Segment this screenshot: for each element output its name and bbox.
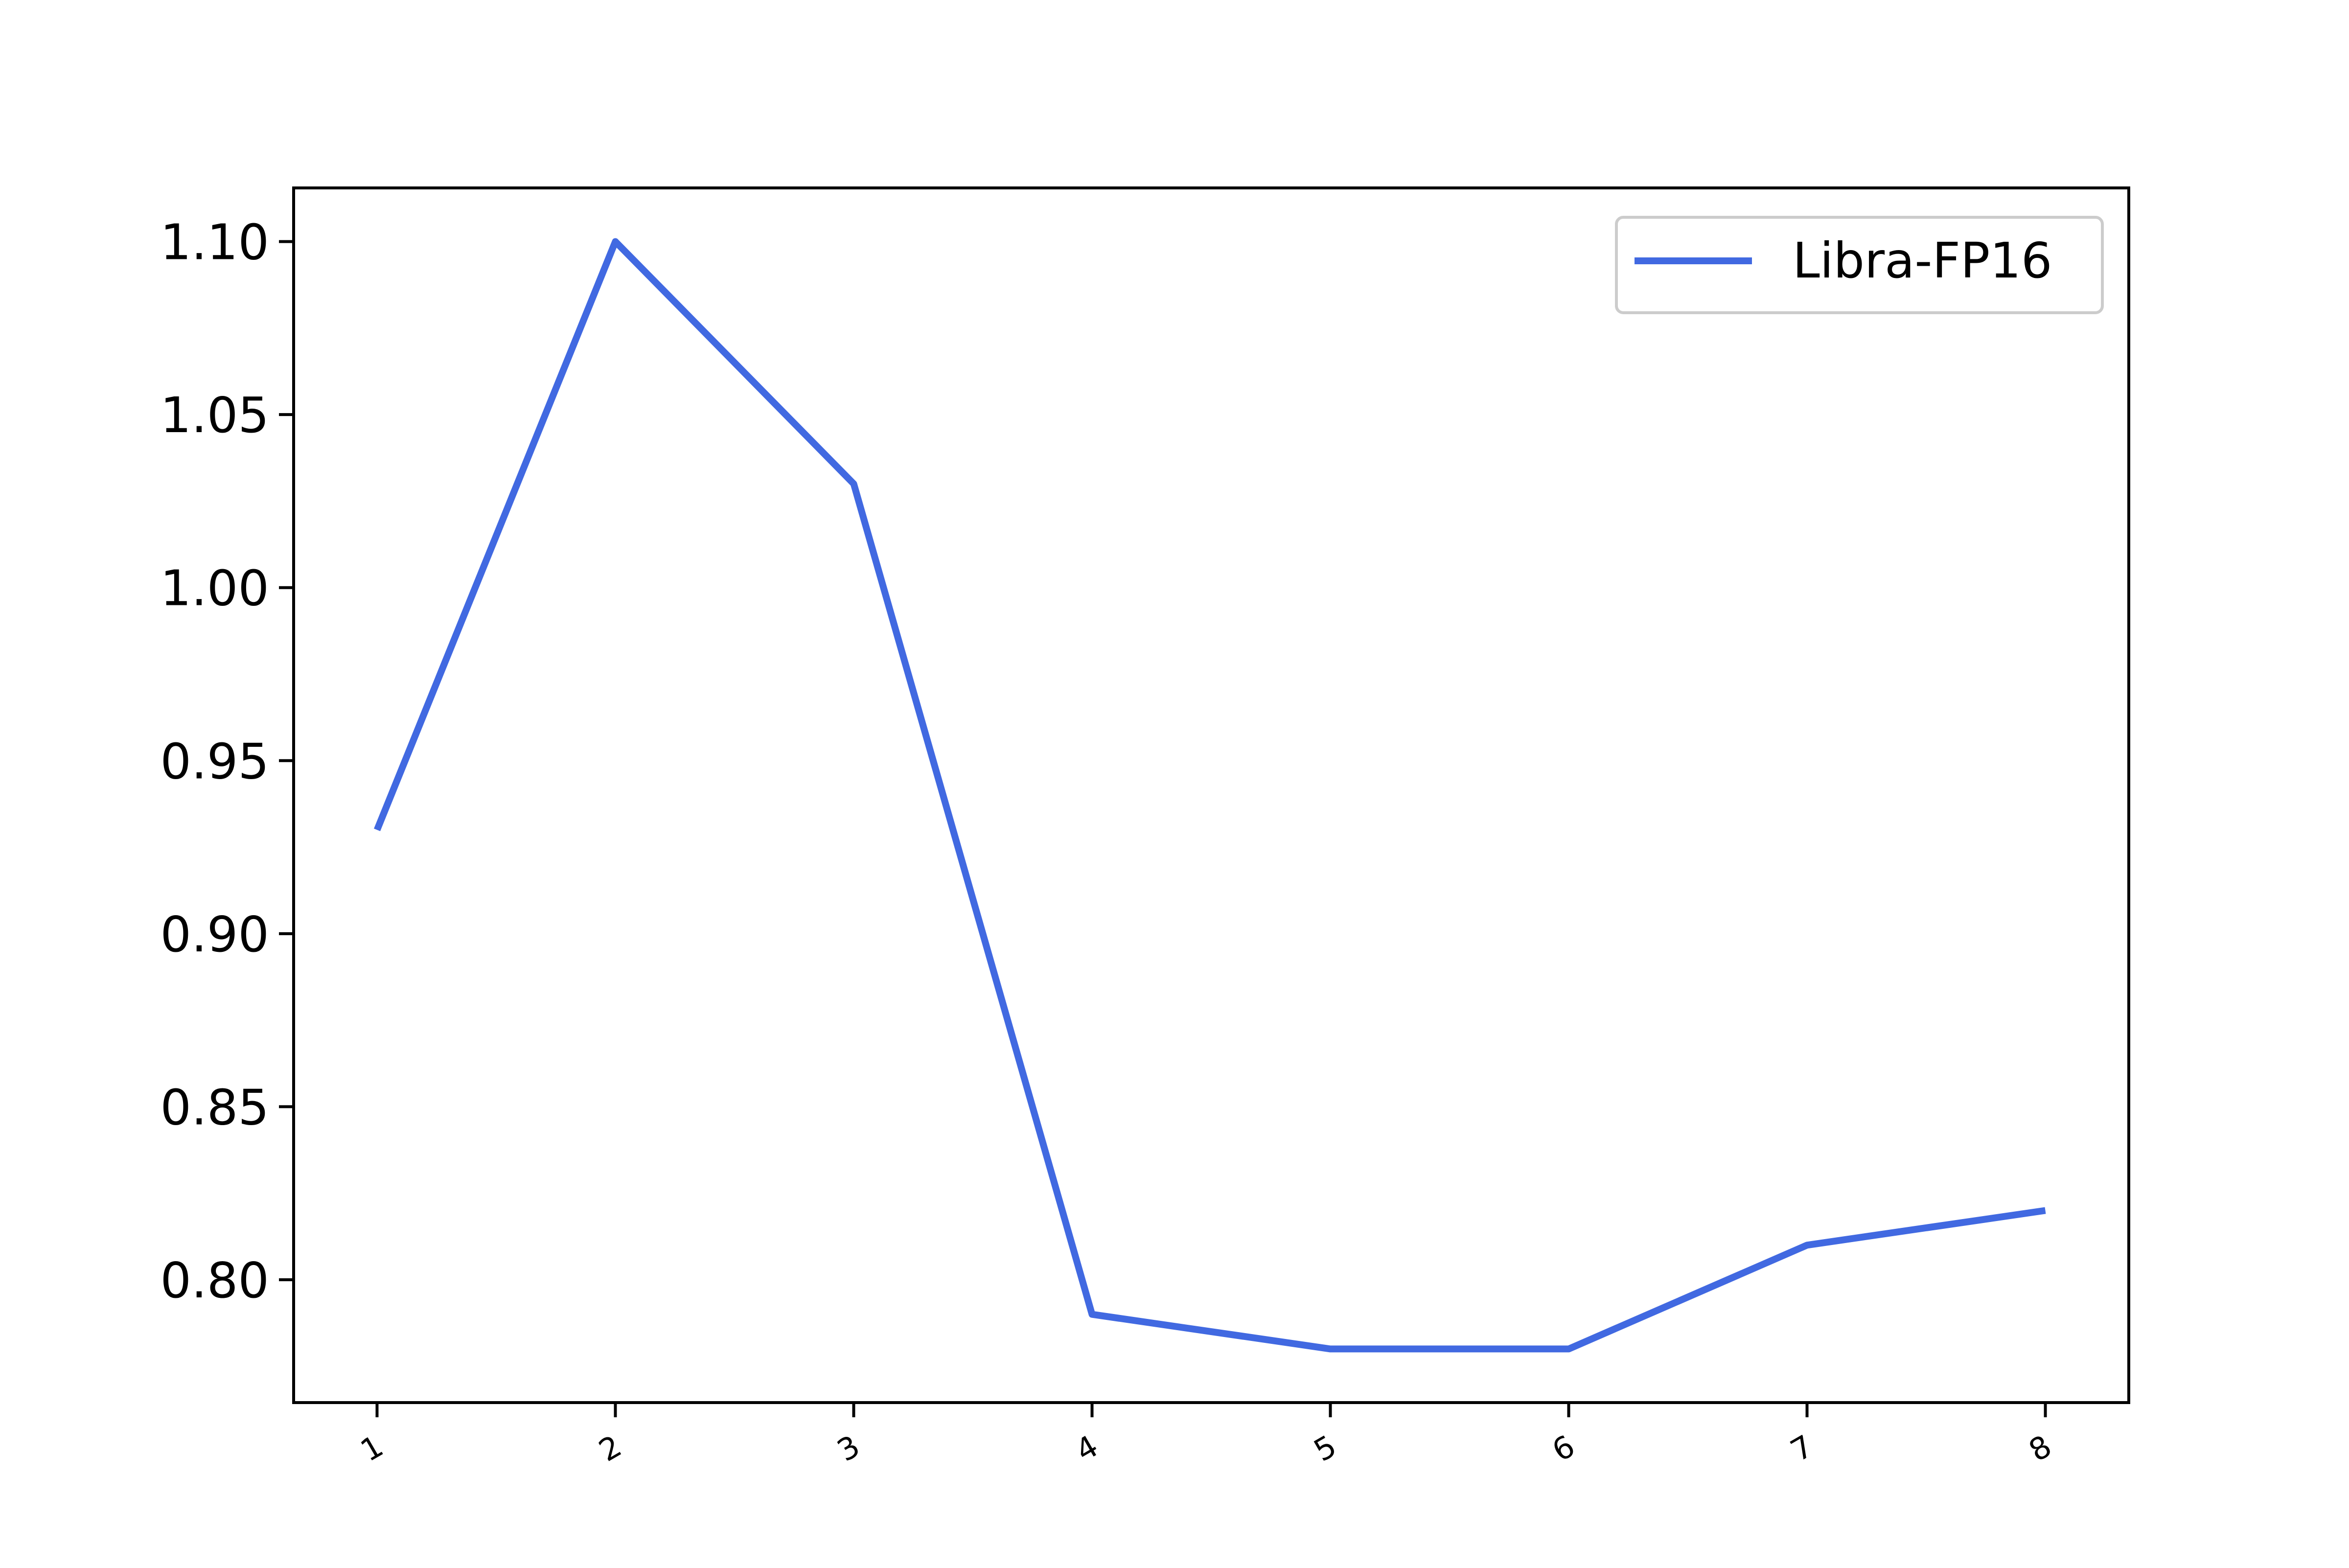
y-tick-label: 1.05 [160, 387, 269, 444]
y-tick-label: 0.95 [160, 733, 269, 790]
y-tick-label: 1.00 [160, 560, 269, 617]
legend: Libra-FP16 [1616, 217, 2102, 313]
y-tick-label: 0.90 [160, 906, 269, 963]
y-tick-label: 0.80 [160, 1252, 269, 1309]
y-tick-label: 0.85 [160, 1079, 269, 1136]
legend-label-libra-fp16: Libra-FP16 [1793, 232, 2052, 289]
y-tick-label: 1.10 [160, 214, 269, 271]
